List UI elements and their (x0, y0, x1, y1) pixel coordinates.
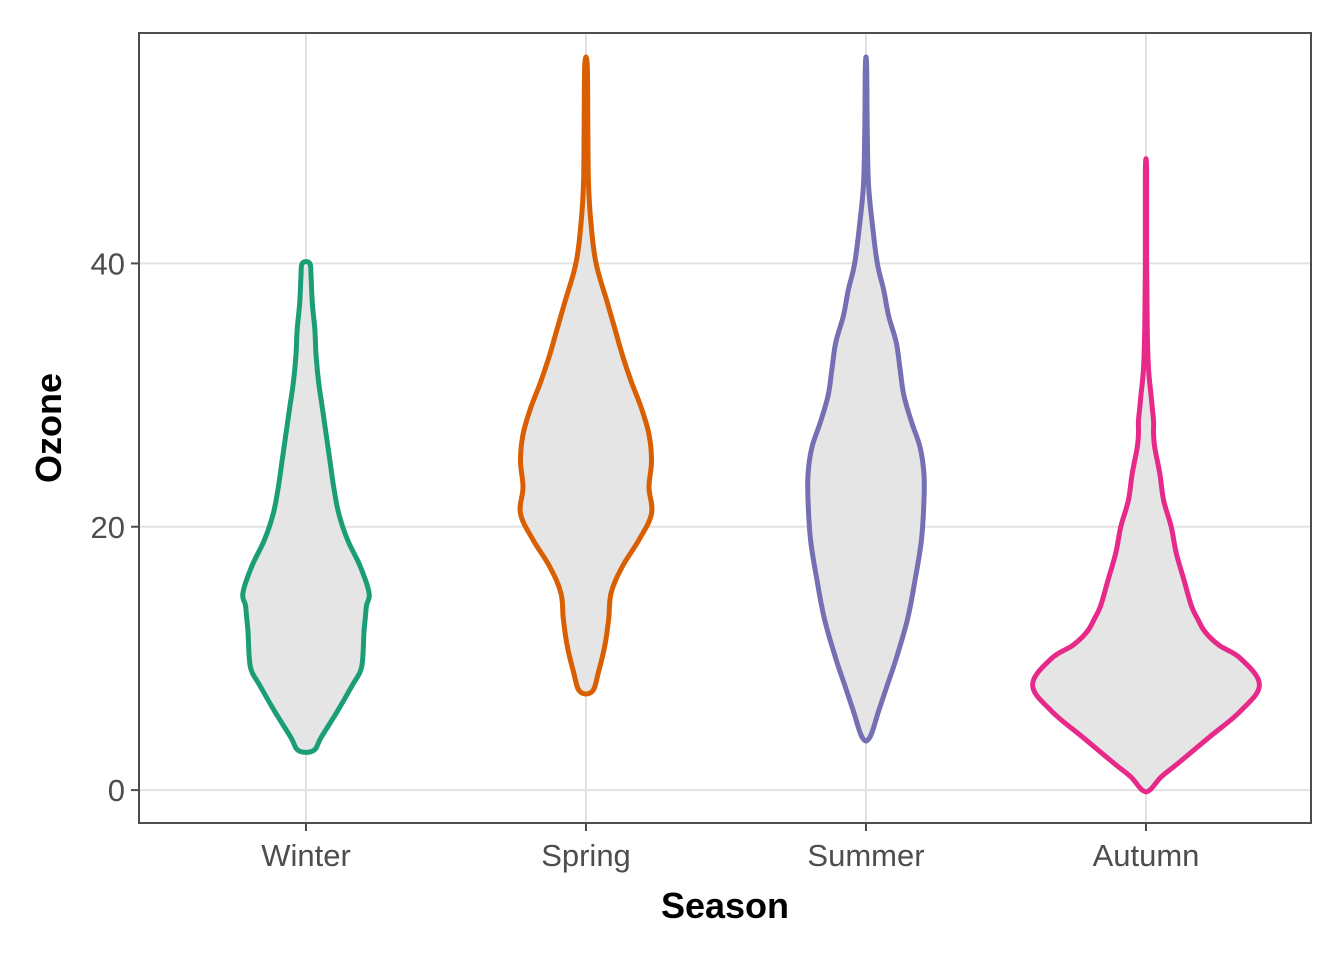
x-tick-label: Autumn (1093, 838, 1200, 873)
y-tick-label: 0 (108, 773, 125, 808)
x-axis-title: Season (661, 885, 789, 926)
panel-border (138, 32, 1312, 824)
violin-autumn (1030, 156, 1262, 795)
x-tick-label: Winter (261, 838, 351, 873)
violin-spring (517, 54, 655, 697)
y-tick-label: 20 (91, 510, 125, 545)
y-axis-title: Ozone (28, 373, 69, 483)
axis-layer: 0 20 40 Winter Spring Summer Autumn (91, 246, 1200, 873)
violin-summer (805, 54, 927, 744)
x-tick-label: Spring (541, 838, 631, 873)
x-tick-label: Summer (807, 838, 924, 873)
y-tick-label: 40 (91, 246, 125, 281)
violin-winter (240, 259, 372, 755)
violin-layer (240, 54, 1262, 795)
